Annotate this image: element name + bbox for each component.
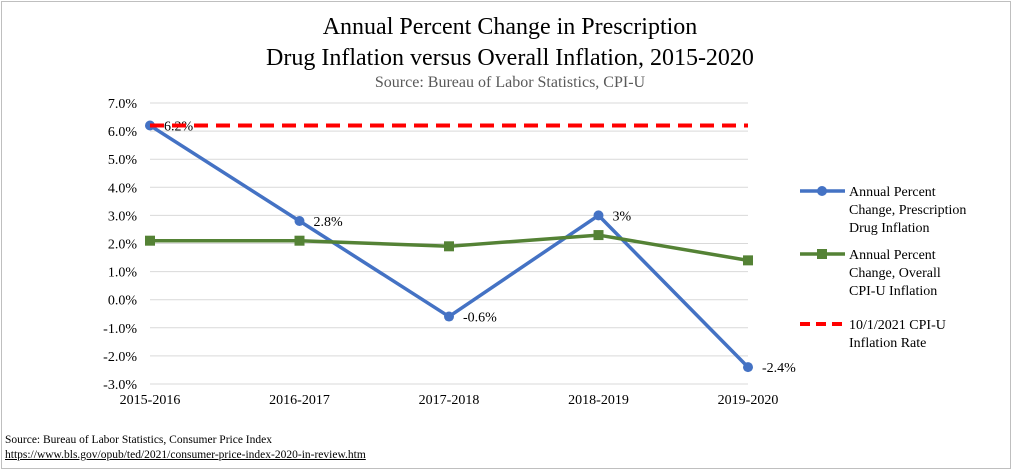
series-point [145,235,155,246]
legend-label: Change, Prescription [849,203,966,218]
y-tick-label: 2.0% [108,238,138,253]
y-tick-label: -2.0% [103,350,137,365]
chart-subtitle: Source: Bureau of Labor Statistics, CPI-… [374,74,646,91]
x-tick-label: 2017-2018 [419,393,480,408]
y-tick-label: 1.0% [108,266,138,281]
series-point [444,241,454,252]
y-tick-label: 5.0% [108,153,138,168]
series-point [444,311,454,322]
series-point [743,255,753,266]
legend-label: 10/1/2021 CPI-U [849,318,946,333]
series-point [294,235,305,246]
chart-title-line2: Drug Inflation versus Overall Inflation,… [266,45,754,71]
series-point [593,230,604,241]
legend-label: Annual Percent [849,185,936,200]
x-tick-label: 2019-2020 [718,393,779,408]
series-point [294,216,305,227]
legend-label: Drug Inflation [849,221,929,236]
legend-marker [817,249,827,259]
series-point [743,362,753,373]
y-tick-label: -3.0% [103,378,137,393]
y-tick-label: 7.0% [108,97,138,112]
y-tick-label: 4.0% [108,181,138,196]
footer-source: Source: Bureau of Labor Statistics, Cons… [5,434,272,446]
legend-label: Inflation Rate [849,336,926,351]
legend-label: CPI-U Inflation [849,284,937,299]
legend-label: Annual Percent [849,248,936,263]
legend-label: Change, Overall [849,266,941,281]
legend-marker [817,186,827,196]
x-tick-label: 2018-2019 [568,393,629,408]
data-label: 3% [613,209,632,224]
y-tick-label: 6.0% [108,125,138,140]
y-tick-label: 3.0% [108,209,138,224]
x-tick-label: 2016-2017 [269,393,330,408]
y-tick-label: 0.0% [108,294,138,309]
data-label: 2.8% [314,215,344,230]
series-point [593,210,604,221]
x-tick-label: 2015-2016 [120,393,181,408]
data-label: -2.4% [762,361,796,376]
footer-url-link[interactable]: https://www.bls.gov/opub/ted/2021/consum… [5,449,366,461]
chart-title-line1: Annual Percent Change in Prescription [322,14,698,40]
y-tick-label: -1.0% [103,322,137,337]
data-label: -0.6% [463,311,497,326]
